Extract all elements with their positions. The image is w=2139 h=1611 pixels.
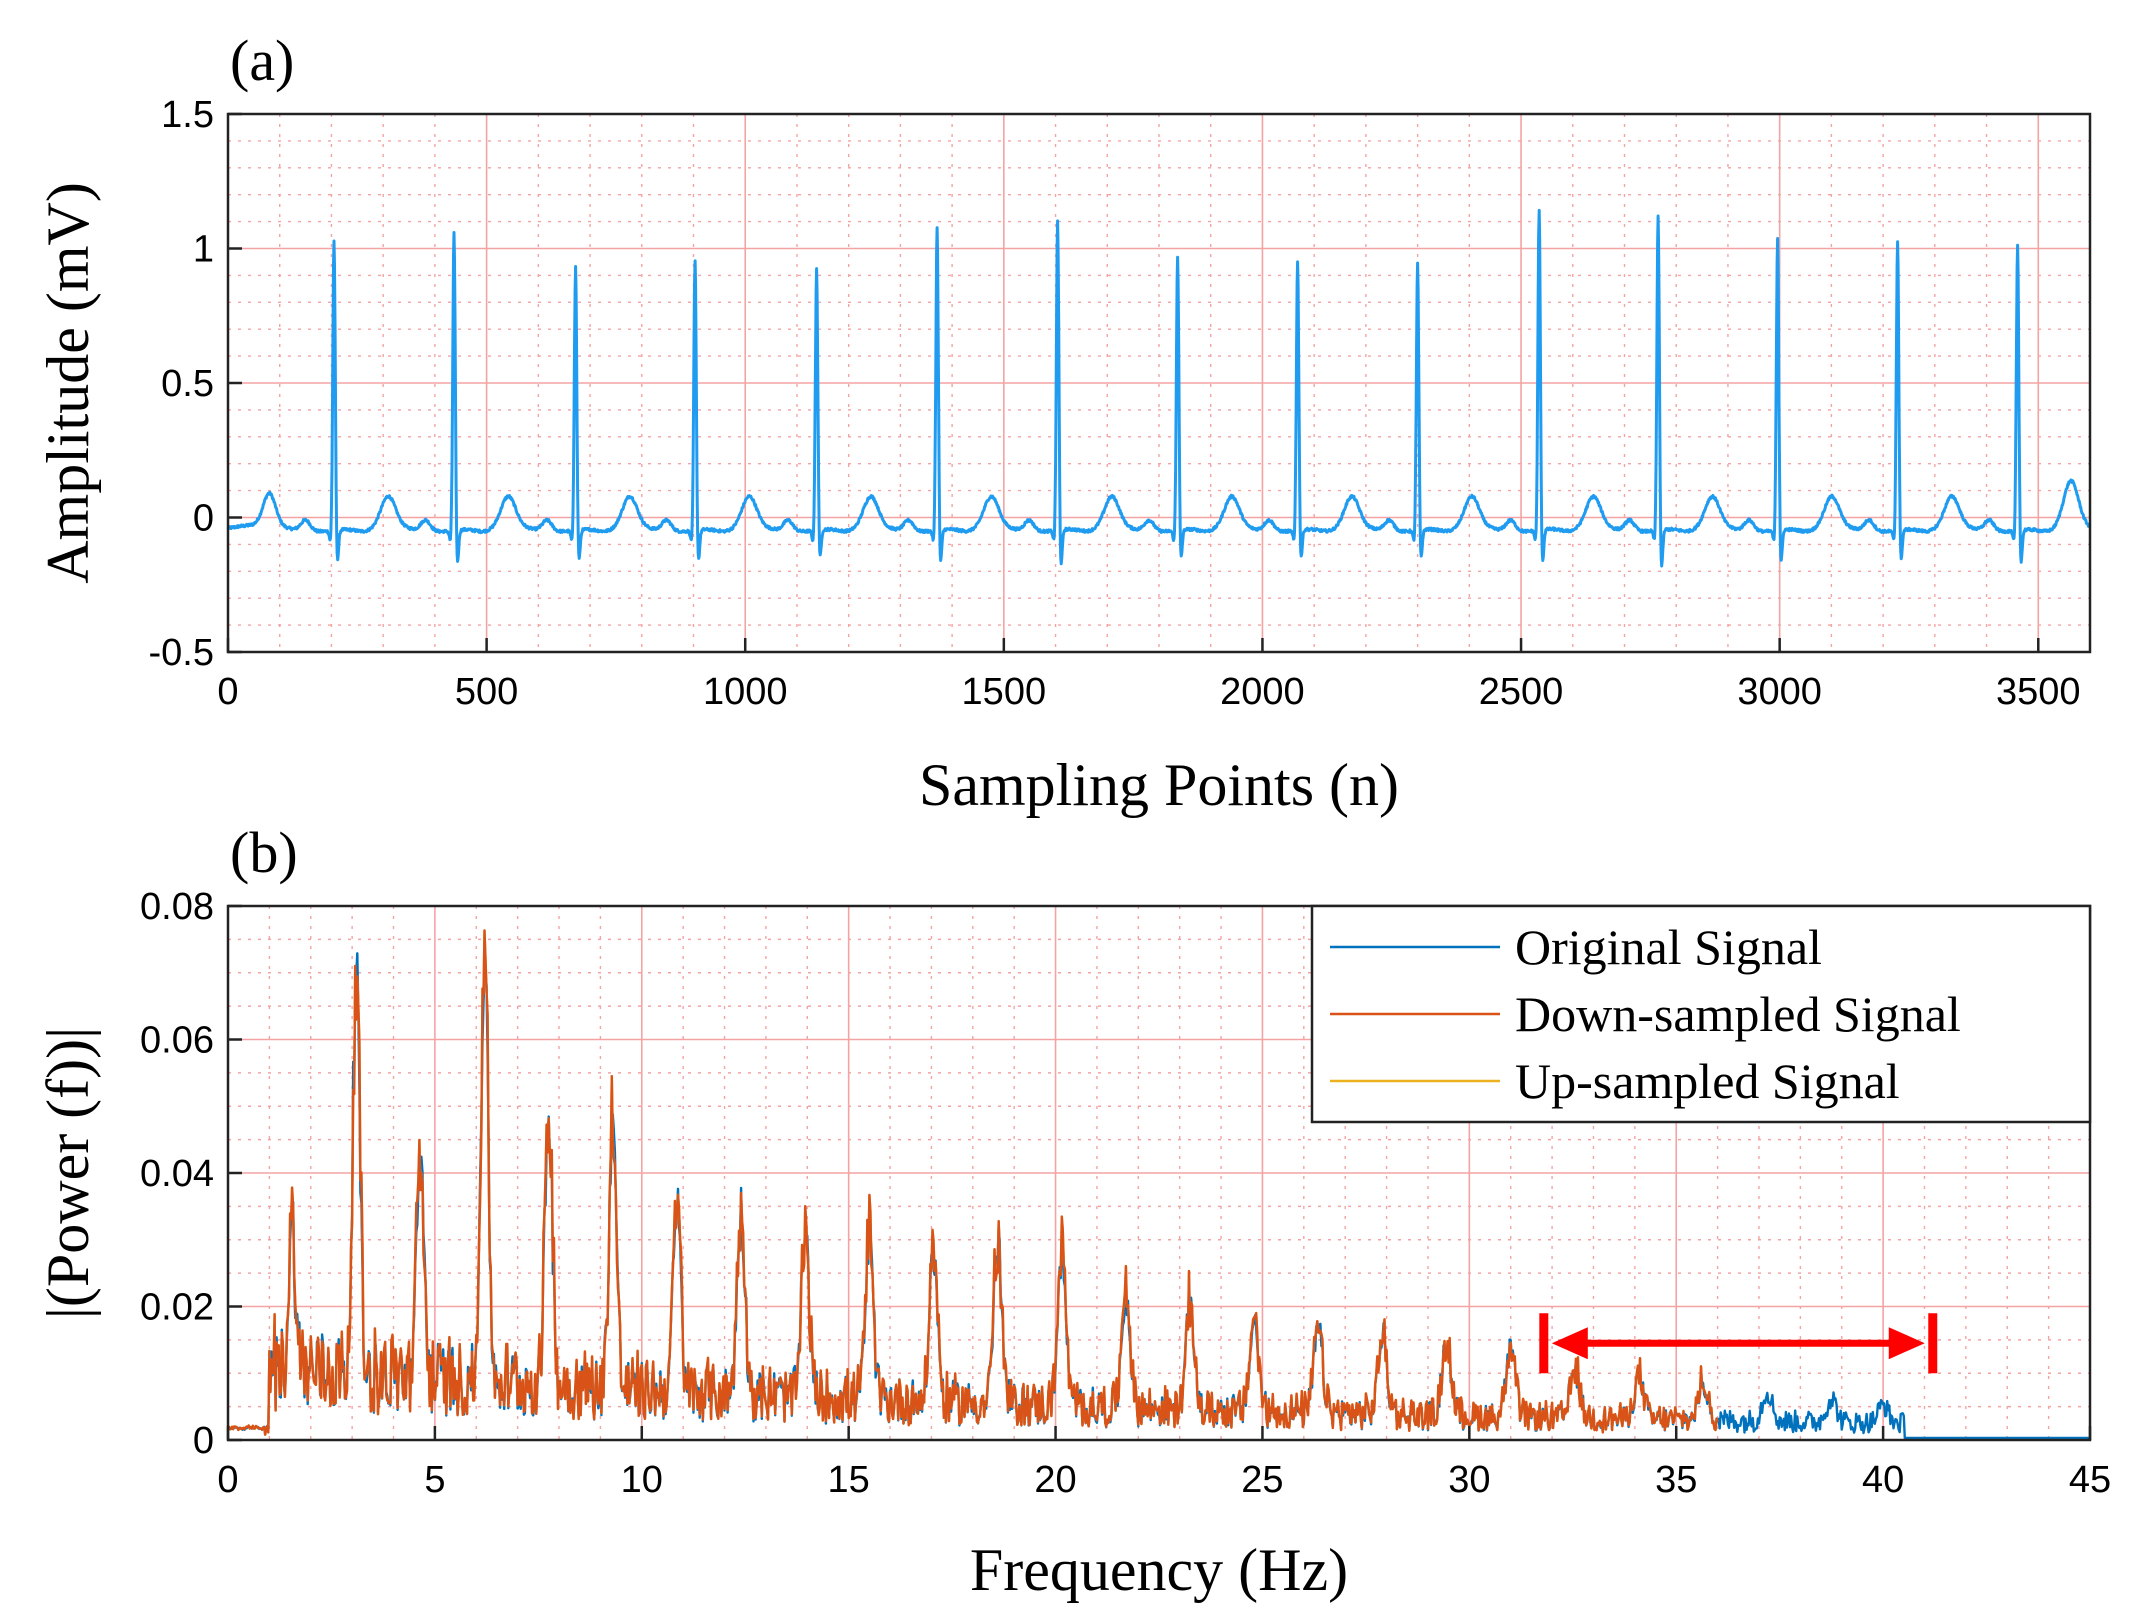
legend-label-up-sampled: Up-sampled Signal (1515, 1053, 1900, 1109)
panel-b-xtick-label: 40 (1862, 1459, 1904, 1501)
panel-a-ytick-label: 0.5 (161, 363, 214, 405)
panel-b-ytick-label: 0.04 (140, 1153, 214, 1195)
panel-b-ytick-label: 0.02 (140, 1287, 214, 1329)
arrow-head-left (1551, 1327, 1588, 1360)
panel-b-xtick-label: 30 (1448, 1459, 1490, 1501)
panel-b-ticks: 0 5 10 15 20 25 30 35 40 45 0 0.02 0.04 0.06 0.08 (140, 886, 2111, 1501)
panel-b-xtick-label: 20 (1034, 1459, 1076, 1501)
arrow-head-right (1888, 1327, 1925, 1360)
panel-b-series (226, 929, 2091, 1440)
panel-a-ylabel: Amplitude (mV) (35, 182, 101, 584)
panel-b-xlabel: Frequency (Hz) (970, 1537, 1348, 1603)
panel-a-ytick-label: 0 (193, 498, 214, 540)
panel-a-xtick-label: 2000 (1220, 671, 1305, 713)
down-sampled-signal-line (226, 929, 1719, 1436)
panel-a-xtick-label: 3000 (1737, 671, 1822, 713)
panel-a-ytick-label: 1.5 (161, 94, 214, 136)
panel-a-xtick-label: 3500 (1996, 671, 2081, 713)
panel-a-ecg-plot: 0 500 1000 1500 2000 2500 3000 3500-0.500.511.5… (35, 28, 2092, 818)
panel-a-xtick-label: 1500 (962, 671, 1047, 713)
panel-b-xtick-label: 0 (217, 1459, 238, 1501)
panel-a-xlabel: Sampling Points (n) (919, 752, 1399, 818)
panel-a-xtick-label: 1000 (703, 671, 788, 713)
panel-a-xtick-label: 2500 (1479, 671, 1564, 713)
legend-label-down-sampled: Down-sampled Signal (1515, 986, 1961, 1042)
panel-a-label: (a) (230, 28, 294, 93)
panel-b-xtick-label: 25 (1241, 1459, 1283, 1501)
panel-b-xtick-label: 15 (828, 1459, 870, 1501)
panel-b-annotation (1539, 1313, 1938, 1374)
ecg-signal-line (226, 208, 2092, 568)
legend: Original Signal Down-sampled Signal Up-s… (1310, 904, 2092, 1124)
panel-b-label: (b) (230, 820, 298, 885)
panel-a-ytick-label: 1 (193, 229, 214, 271)
panel-a-series (226, 208, 2092, 568)
panel-b-xtick-label: 10 (621, 1459, 663, 1501)
panel-b-xtick-label: 35 (1655, 1459, 1697, 1501)
panel-a-xtick-label: 0 (217, 671, 238, 713)
panel-a-ytick-label: -0.5 (149, 632, 214, 674)
panel-b-ytick-label: 0 (193, 1420, 214, 1462)
panel-b-ytick-label: 0.06 (140, 1020, 214, 1062)
panel-b-xtick-label: 5 (424, 1459, 445, 1501)
panel-b-ytick-label: 0.08 (140, 886, 214, 928)
panel-a-ticks: 0 500 1000 1500 2000 2500 3000 3500-0.500.511.5 (149, 94, 2081, 713)
panel-b-xtick-label: 45 (2069, 1459, 2111, 1501)
panel-a-xtick-label: 500 (455, 671, 518, 713)
panel-b-ylabel: |(Power (f))| (35, 1027, 101, 1319)
legend-label-original: Original Signal (1515, 919, 1822, 975)
